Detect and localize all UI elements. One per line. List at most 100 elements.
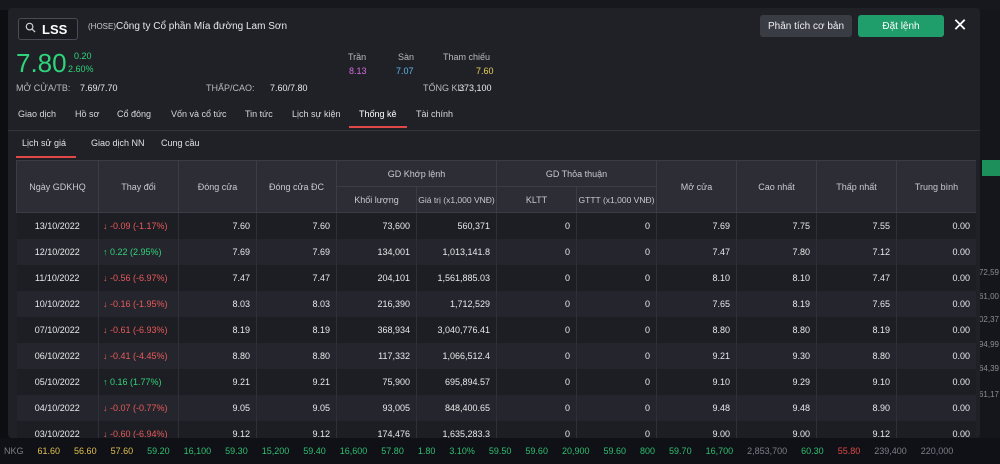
open-avg-value: 7.69/7.70 — [80, 83, 118, 93]
place-order-button[interactable]: Đặt lệnh — [858, 15, 944, 37]
header-deal-value[interactable]: GTTT (x1,000 VNĐ) — [576, 186, 657, 213]
cell-value: 1,712,529 — [416, 290, 497, 317]
header-date[interactable]: Ngày GDKHQ — [16, 160, 99, 213]
cell-change: ↓ -0.60 (-6.94%) — [98, 420, 179, 438]
tab-finance[interactable]: Tài chính — [416, 109, 454, 119]
cell-high: 7.80 — [736, 238, 817, 265]
board-cell: 59.50 — [488, 446, 512, 456]
header-deal-volume[interactable]: KLTT — [496, 186, 577, 213]
cell-gttt: 0 — [576, 212, 657, 239]
tab-shareholders[interactable]: Cổ đông — [117, 109, 152, 119]
cell-adj: 9.05 — [256, 394, 337, 421]
cell-adj: 7.69 — [256, 238, 337, 265]
cell-date: 06/10/2022 — [16, 342, 99, 369]
background-right-value: 202,37 — [974, 315, 999, 324]
tab-events[interactable]: Lịch sự kiện — [292, 109, 341, 119]
cell-kltt: 0 — [496, 420, 577, 438]
header-open[interactable]: Mở cửa — [656, 160, 737, 213]
cell-open: 9.00 — [656, 420, 737, 438]
cell-close: 9.21 — [178, 368, 257, 395]
header-adjusted-close[interactable]: Đóng cửa ĐC — [256, 160, 337, 213]
table-row[interactable]: 04/10/2022 ↓ -0.07 (-0.77%) 9.05 9.05 93,005… — [16, 394, 976, 421]
table-row[interactable]: 12/10/2022 ↑ 0.22 (2.95%) 7.69 7.69 134,001 1… — [16, 238, 976, 265]
cell-vol: 134,001 — [336, 238, 417, 265]
board-cell: 239,400 — [874, 446, 907, 456]
board-cell: 61.60 — [37, 446, 61, 456]
cell-adj: 8.80 — [256, 342, 337, 369]
background-board-row: NKG 61.60 56.60 57.60 59.20 16,100 59.30… — [0, 438, 1000, 464]
price-change-percent: 2.60% — [68, 64, 94, 74]
cell-vol: 117,332 — [336, 342, 417, 369]
cell-open: 8.10 — [656, 264, 737, 291]
tab-capital-dividend[interactable]: Vốn và cổ tức — [171, 109, 227, 119]
cell-close: 8.80 — [178, 342, 257, 369]
subtab-foreign-trading[interactable]: Giao dịch NN — [91, 138, 145, 148]
cell-high: 9.29 — [736, 368, 817, 395]
cell-vol: 73,600 — [336, 212, 417, 239]
board-cell: 15,200 — [261, 446, 290, 456]
cell-date: 04/10/2022 — [16, 394, 99, 421]
table-row[interactable]: 13/10/2022 ↓ -0.09 (-1.17%) 7.60 7.60 73,600… — [16, 212, 976, 239]
cell-date: 11/10/2022 — [16, 264, 99, 291]
close-icon[interactable]: ✕ — [952, 15, 968, 35]
tab-statistics[interactable]: Thống kê — [359, 109, 397, 119]
cell-change: ↓ -0.07 (-0.77%) — [98, 394, 179, 421]
board-cell: 220,000 — [920, 446, 954, 456]
board-cell: 59.40 — [303, 446, 326, 456]
change-text: 0.16 (1.77%) — [110, 376, 162, 387]
header-matched-value[interactable]: Giá trị (x1,000 VNĐ) — [416, 186, 497, 213]
cell-close: 9.05 — [178, 394, 257, 421]
header-close[interactable]: Đóng cửa — [178, 160, 257, 213]
table-row[interactable]: 06/10/2022 ↓ -0.41 (-4.45%) 8.80 8.80 117,33… — [16, 342, 976, 369]
cell-kltt: 0 — [496, 290, 577, 317]
subtab-price-history[interactable]: Lịch sử giá — [22, 138, 67, 148]
table-row[interactable]: 05/10/2022 ↑ 0.16 (1.77%) 9.21 9.21 75,900 69… — [16, 368, 976, 395]
fundamental-analysis-button[interactable]: Phân tích cơ bản — [760, 15, 852, 37]
subtab-supply-demand[interactable]: Cung cầu — [161, 138, 200, 148]
header-high[interactable]: Cao nhất — [736, 160, 817, 213]
price-history-table-container[interactable]: Ngày GDKHQ Thay đổi Đóng cửa Đóng cửa ĐC… — [16, 160, 976, 438]
board-cell: 20,900 — [561, 446, 590, 456]
table-row[interactable]: 10/10/2022 ↓ -0.16 (-1.95%) 8.03 8.03 216,39… — [16, 290, 976, 317]
header-low[interactable]: Thấp nhất — [816, 160, 897, 213]
header-change[interactable]: Thay đổi — [98, 160, 179, 213]
reference-value: 7.60 — [476, 66, 494, 76]
cell-avg: 0.00 — [896, 238, 976, 265]
active-subtab-indicator — [16, 156, 76, 158]
tab-news[interactable]: Tin tức — [245, 109, 273, 119]
cell-close: 7.69 — [178, 238, 257, 265]
cell-avg: 0.00 — [896, 394, 976, 421]
change-text: -0.56 (-6.97%) — [110, 272, 168, 283]
header-matched-volume[interactable]: Khối lượng — [336, 186, 417, 213]
cell-open: 7.69 — [656, 212, 737, 239]
change-text: 0.22 (2.95%) — [110, 246, 162, 257]
ceiling-label: Trần — [348, 52, 367, 62]
cell-gttt: 0 — [576, 342, 657, 369]
board-cell: 59.60 — [525, 446, 548, 456]
cell-change: ↓ -0.41 (-4.45%) — [98, 342, 179, 369]
cell-date: 07/10/2022 — [16, 316, 99, 343]
cell-value: 695,894.57 — [416, 368, 497, 395]
cell-vol: 174,476 — [336, 420, 417, 438]
cell-close: 9.12 — [178, 420, 257, 438]
cell-open: 7.65 — [656, 290, 737, 317]
background-right-value: 764,39 — [974, 364, 999, 373]
board-cell: 59.60 — [603, 446, 627, 456]
cell-adj: 9.12 — [256, 420, 337, 438]
cell-avg: 0.00 — [896, 316, 976, 343]
cell-avg: 0.00 — [896, 212, 976, 239]
tab-profile[interactable]: Hồ sơ — [75, 109, 100, 119]
header-average[interactable]: Trung bình — [896, 160, 976, 213]
tab-trading[interactable]: Giao dịch — [18, 109, 57, 119]
symbol-search-box[interactable]: LSS — [18, 18, 78, 40]
arrow-down-icon: ↓ — [103, 324, 111, 335]
table-row[interactable]: 11/10/2022 ↓ -0.56 (-6.97%) 7.47 7.47 204,10… — [16, 264, 976, 291]
cell-close: 8.19 — [178, 316, 257, 343]
table-row[interactable]: 07/10/2022 ↓ -0.61 (-6.93%) 8.19 8.19 368,93… — [16, 316, 976, 343]
arrow-up-icon: ↑ — [103, 376, 111, 387]
active-tab-indicator — [349, 126, 407, 128]
cell-avg: 0.00 — [896, 290, 976, 317]
table-row[interactable]: 03/10/2022 ↓ -0.60 (-6.94%) 9.12 9.12 174,47… — [16, 420, 976, 438]
cell-low: 8.90 — [816, 394, 897, 421]
ceiling-value: 8.13 — [349, 66, 367, 76]
